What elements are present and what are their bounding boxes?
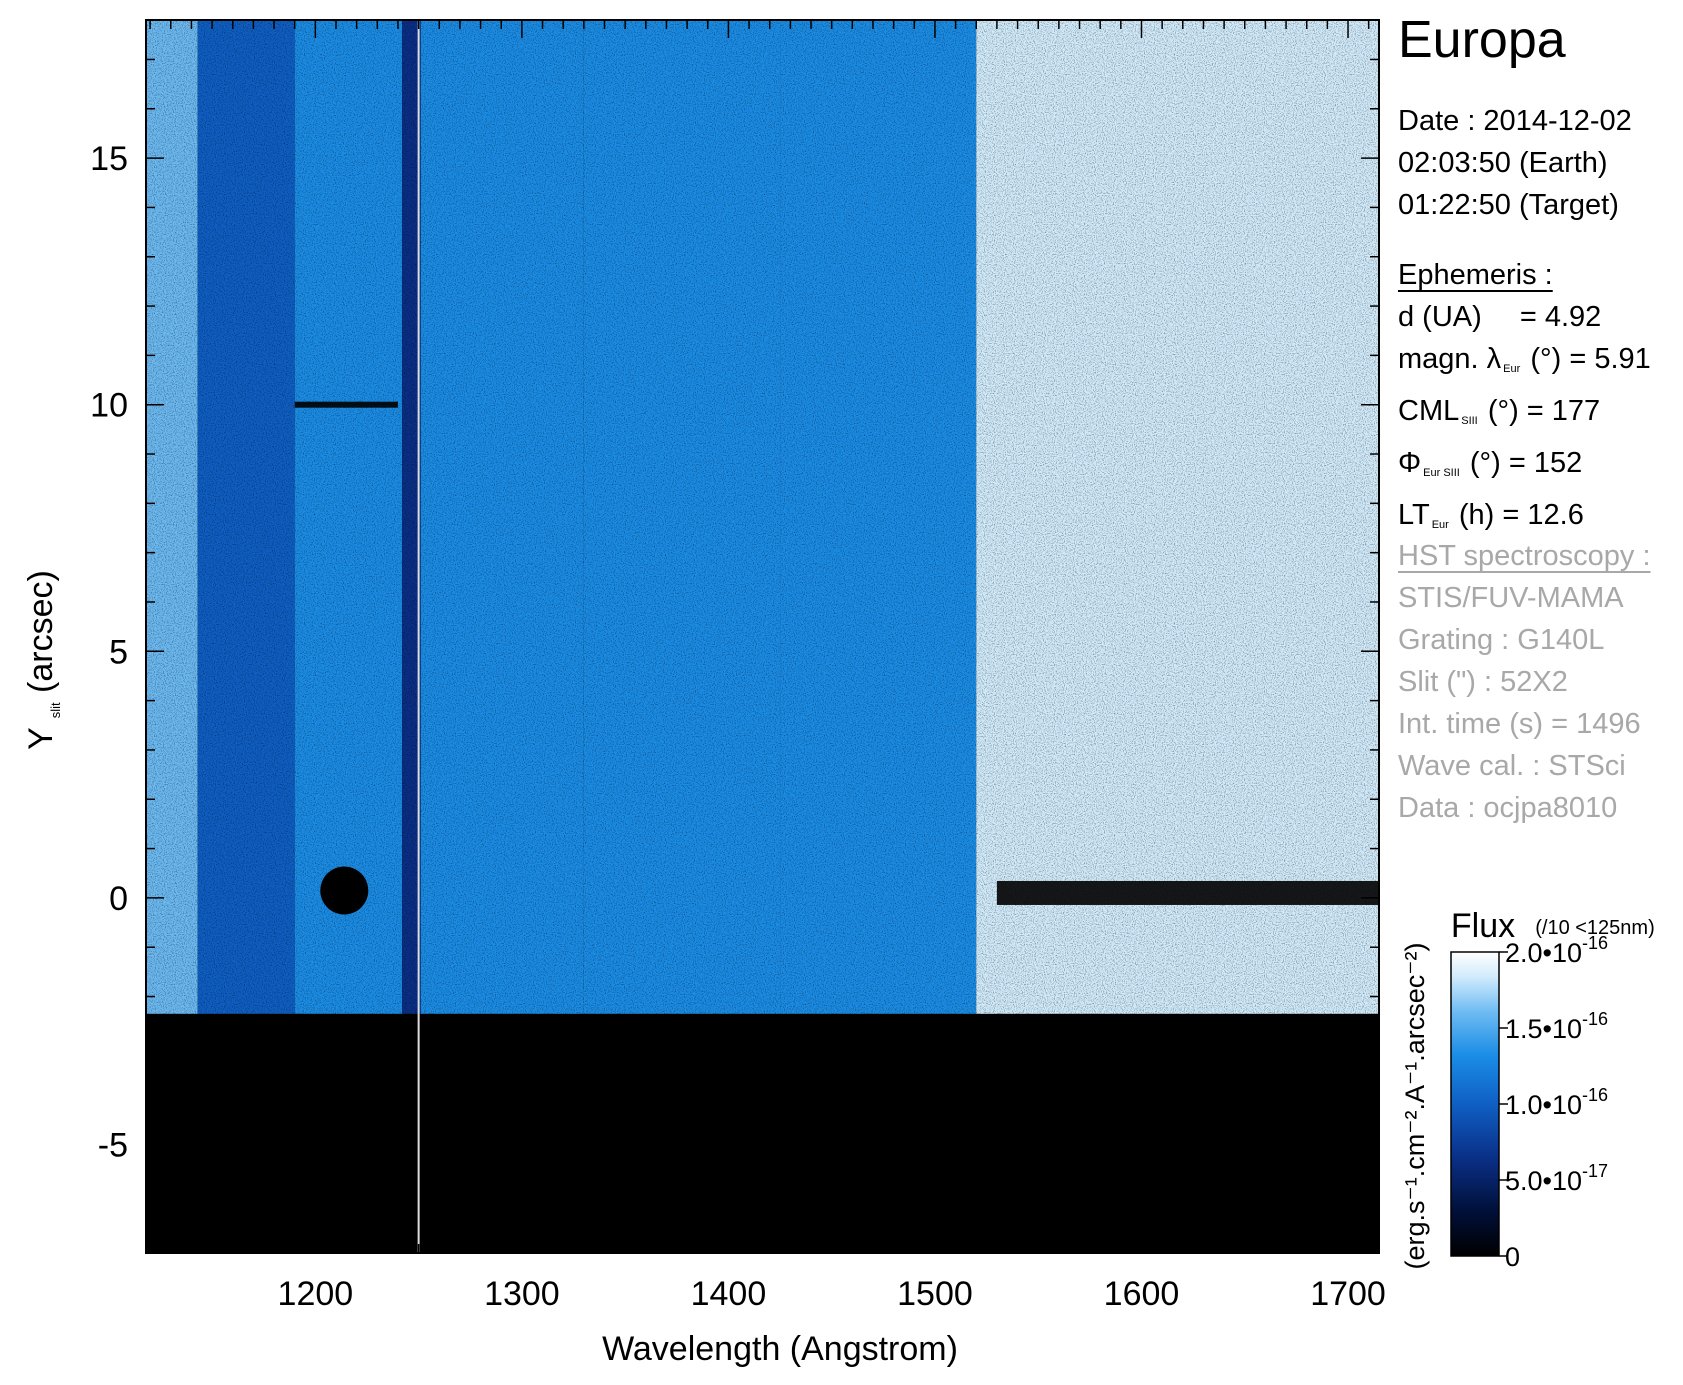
y-tick-label: -5 xyxy=(98,1126,128,1164)
ephemeris-distance: d (UA) = 4.92 xyxy=(1398,296,1651,338)
x-axis-label: Wavelength (Angstrom) xyxy=(602,1330,958,1368)
plot-area xyxy=(146,20,1379,1253)
ephemeris-cml: CML SIII (°) = 177 xyxy=(1398,390,1651,442)
observation-target-time: 01:22:50 (Target) xyxy=(1398,189,1619,221)
colorbar-unit-label: (erg.s⁻¹.cm⁻².A⁻¹.arcsec⁻²) xyxy=(1400,942,1430,1269)
ephemeris-latitude: magn. λ Eur (°) = 5.91 xyxy=(1398,338,1651,390)
instrument-int-time: Int. time (s) = 1496 xyxy=(1398,708,1641,740)
y-axis-label-unit: (arcsec) xyxy=(22,570,60,693)
cml-label: CML xyxy=(1398,395,1460,427)
latitude-sub: Eur xyxy=(1503,363,1521,375)
ephemeris-block: Ephemeris : d (UA) = 4.92 magn. λ Eur (°)… xyxy=(1398,254,1651,546)
y-axis-label: Y slit (arcsec) xyxy=(22,570,68,750)
ephemeris-header: Ephemeris : xyxy=(1398,259,1553,291)
phi-value: = 152 xyxy=(1508,447,1583,479)
observation-date: Date : 2014-12-02 xyxy=(1398,105,1632,137)
plot-axes xyxy=(145,19,1380,1254)
cml-value: = 177 xyxy=(1526,395,1601,427)
observation-info: Date : 2014-12-02 02:03:50 (Earth) 01:22… xyxy=(1398,100,1632,226)
colorbar-tick-label: 5.0•10-17 xyxy=(1505,1161,1608,1196)
instrument-header: HST spectroscopy : xyxy=(1398,540,1651,572)
instrument-grating: Grating : G140L xyxy=(1398,624,1605,656)
lt-label: LT xyxy=(1398,499,1430,531)
x-tick-label: 1600 xyxy=(1104,1275,1180,1313)
colorbar xyxy=(1450,951,1500,1257)
phi-label: Φ xyxy=(1398,447,1422,479)
plot-frame xyxy=(145,19,1380,1254)
phi-unit: (°) xyxy=(1469,447,1501,479)
y-tick-label: 0 xyxy=(109,880,128,918)
distance-label: d (UA) xyxy=(1398,301,1482,333)
y-axis-label-main: Y xyxy=(22,728,60,750)
y-tick-labels: -5 0 5 10 15 xyxy=(90,140,128,1164)
emission-feature-0 xyxy=(294,401,398,408)
distance-value: = 4.92 xyxy=(1519,301,1602,333)
colorbar-ticks: 0 5.0•10-17 1.0•10-16 1.5•10-16 2.0•10-16 xyxy=(1499,933,1608,1272)
colorbar-label: (erg.s⁻¹.cm⁻².A⁻¹.arcsec⁻²) xyxy=(1400,942,1430,1269)
latitude-unit: (°) xyxy=(1530,343,1562,375)
colorbar-tick-label: 2.0•10-16 xyxy=(1505,933,1608,968)
y-axis-label-sub: slit xyxy=(48,702,63,718)
colorbar-note: (/10 <125nm) xyxy=(1535,917,1655,939)
lt-unit: (h) xyxy=(1458,499,1495,531)
latitude-label: magn. λ xyxy=(1398,343,1502,375)
ephemeris-lt: LT Eur (h) = 12.6 xyxy=(1398,494,1651,546)
x-tick-label: 1300 xyxy=(484,1275,560,1313)
y-tick-label: 5 xyxy=(109,633,128,671)
ephemeris-phi: Φ Eur SIII (°) = 152 xyxy=(1398,442,1651,494)
lt-sub: Eur xyxy=(1431,519,1449,531)
y-tick-label: 15 xyxy=(90,140,128,178)
svg-text:Y slit (arcsec): Y slit (arcsec) xyxy=(22,570,68,750)
observation-earth-time: 02:03:50 (Earth) xyxy=(1398,147,1608,179)
colorbar-tick-label: 1.5•10-16 xyxy=(1505,1009,1608,1044)
colorbar-title: Flux xyxy=(1451,907,1515,945)
colorbar-tick-label: 1.0•10-16 xyxy=(1505,1085,1608,1120)
latitude-value: = 5.91 xyxy=(1569,343,1651,375)
instrument-block: HST spectroscopy : STIS/FUV-MAMA Grating… xyxy=(1398,535,1651,829)
x-tick-label: 1200 xyxy=(278,1275,354,1313)
x-tick-label: 1700 xyxy=(1310,1275,1386,1313)
y-tick-label: 10 xyxy=(90,387,128,425)
instrument-data-id: Data : ocjpa8010 xyxy=(1398,792,1618,824)
phi-sub: Eur SIII xyxy=(1423,467,1460,479)
target-name: Europa xyxy=(1398,11,1566,69)
cml-sub: SIII xyxy=(1461,415,1478,427)
instrument-wave-cal: Wave cal. : STSci xyxy=(1398,750,1626,782)
noise-texture xyxy=(146,20,1379,1014)
instrument-slit: Slit (") : 52X2 xyxy=(1398,666,1568,698)
lt-value: = 12.6 xyxy=(1502,499,1584,531)
x-tick-label: 1500 xyxy=(897,1275,973,1313)
instrument-detector: STIS/FUV-MAMA xyxy=(1398,582,1624,614)
x-tick-labels: 1200 1300 1400 1500 1600 1700 xyxy=(278,1275,1386,1313)
emission-feature-1 xyxy=(996,880,1379,905)
x-tick-label: 1400 xyxy=(691,1275,767,1313)
colorbar-tick-label: 0 xyxy=(1505,1242,1520,1272)
plot-overlays xyxy=(294,20,1379,1253)
planet-disk xyxy=(320,866,369,915)
cml-unit: (°) xyxy=(1487,395,1519,427)
